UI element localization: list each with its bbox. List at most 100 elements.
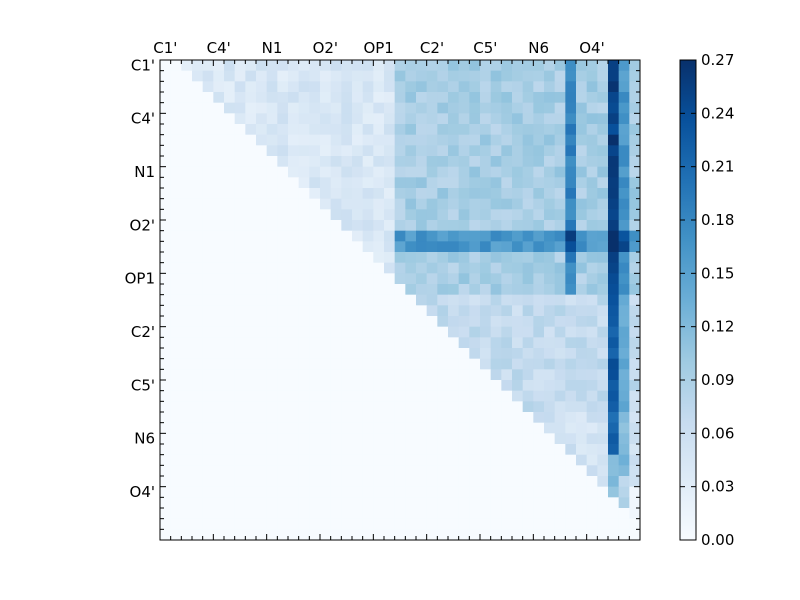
heatmap-cell (618, 337, 630, 349)
heatmap-cell (597, 230, 609, 242)
heatmap-cell (384, 230, 396, 242)
heatmap-cell (501, 220, 513, 232)
heatmap-cell (288, 476, 300, 488)
heatmap-cell (256, 422, 268, 434)
heatmap-cell (181, 209, 193, 221)
heatmap-cell (298, 486, 310, 498)
heatmap-cell (405, 369, 417, 381)
heatmap-cell (170, 529, 182, 541)
heatmap-cell (202, 358, 214, 370)
heatmap-cell (480, 230, 492, 242)
heatmap-cell (341, 81, 353, 93)
heatmap-cell (416, 230, 428, 242)
y-tick-label: N1 (134, 163, 155, 181)
heatmap-cell (160, 198, 172, 210)
heatmap-cell (448, 518, 460, 530)
heatmap-cell (181, 454, 193, 466)
heatmap-cell (629, 316, 641, 328)
heatmap-cell (362, 134, 374, 146)
heatmap-cell (288, 188, 300, 200)
heatmap-cell (224, 305, 236, 317)
heatmap-cell (522, 390, 534, 402)
heatmap-cell (202, 70, 214, 82)
heatmap-cell (469, 305, 481, 317)
heatmap-cell (330, 177, 342, 189)
heatmap-cell (160, 529, 172, 541)
heatmap-cell (490, 358, 502, 370)
heatmap-cell (565, 433, 577, 445)
heatmap-cell (533, 273, 545, 285)
heatmap-cell (522, 177, 534, 189)
heatmap-cell (170, 134, 182, 146)
heatmap-cell (554, 518, 566, 530)
heatmap-cell (256, 70, 268, 82)
heatmap-cell (618, 230, 630, 242)
heatmap-cell (501, 401, 513, 413)
heatmap-cell (618, 220, 630, 232)
x-tick-label: O4' (579, 39, 604, 57)
heatmap-cell (469, 134, 481, 146)
heatmap-cell (320, 230, 332, 242)
heatmap-cell (192, 60, 204, 72)
heatmap-cell (469, 156, 481, 168)
heatmap-cell (629, 433, 641, 445)
heatmap-cell (576, 412, 588, 424)
heatmap-cell (213, 102, 225, 114)
heatmap-cell (501, 252, 513, 264)
heatmap-cell (170, 390, 182, 402)
heatmap-cell (352, 508, 364, 520)
heatmap-cell (490, 497, 502, 509)
heatmap-cell (170, 508, 182, 520)
heatmap-cell (597, 348, 609, 360)
heatmap-cell (480, 326, 492, 338)
heatmap-cell (512, 166, 524, 178)
heatmap-cell (501, 166, 513, 178)
heatmap-cell (320, 316, 332, 328)
heatmap-cell (288, 412, 300, 424)
heatmap-cell (373, 444, 385, 456)
heatmap-cell (512, 369, 524, 381)
heatmap-cell (384, 508, 396, 520)
heatmap-cell (480, 529, 492, 541)
heatmap-cell (416, 316, 428, 328)
heatmap-cell (224, 358, 236, 370)
heatmap-cell (309, 166, 321, 178)
heatmap-cell (554, 486, 566, 498)
heatmap-cell (181, 305, 193, 317)
heatmap-cell (202, 465, 214, 477)
heatmap-cell (416, 433, 428, 445)
heatmap-cell (256, 454, 268, 466)
heatmap-cell (224, 508, 236, 520)
heatmap-cell (522, 188, 534, 200)
heatmap-cell (288, 273, 300, 285)
heatmap-cell (597, 198, 609, 210)
heatmap-cell (160, 444, 172, 456)
heatmap-cell (362, 262, 374, 274)
heatmap-cell (629, 209, 641, 221)
heatmap-cell (277, 102, 289, 114)
heatmap-cell (213, 486, 225, 498)
heatmap-cell (341, 252, 353, 264)
heatmap-cell (448, 433, 460, 445)
heatmap-cell (405, 102, 417, 114)
heatmap-cell (234, 81, 246, 93)
heatmap-cell (405, 294, 417, 306)
heatmap-cell (405, 476, 417, 488)
heatmap-cell (490, 92, 502, 104)
heatmap-cell (234, 92, 246, 104)
heatmap-cell (266, 369, 278, 381)
heatmap-cell (437, 60, 449, 72)
heatmap-cell (266, 230, 278, 242)
heatmap-cell (341, 305, 353, 317)
x-tick-labels: C1' C4' N1 O2' OP1 C2' C5' N6 O4' (153, 39, 604, 57)
heatmap-cell (330, 273, 342, 285)
heatmap-cell (405, 252, 417, 264)
heatmap-cell (490, 220, 502, 232)
heatmap-cell (320, 486, 332, 498)
heatmap-cell (501, 145, 513, 157)
heatmap-cell (277, 81, 289, 93)
heatmap-cell (234, 209, 246, 221)
heatmap-cell (469, 476, 481, 488)
heatmap-cell (586, 188, 598, 200)
heatmap-cell (480, 241, 492, 253)
